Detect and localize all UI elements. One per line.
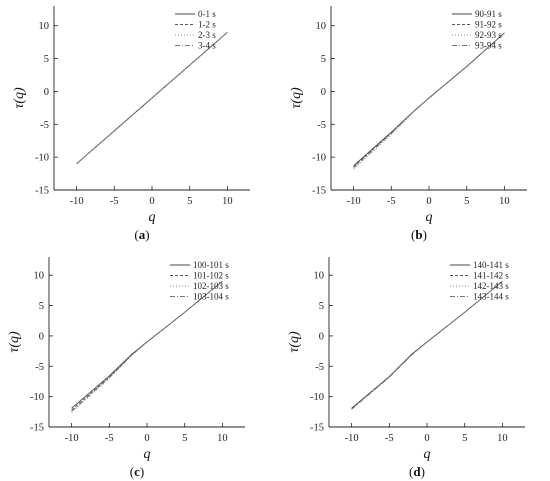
legend-label: 103-104 s [193, 292, 229, 302]
x-tick-label: -10 [345, 433, 359, 444]
x-tick-label: 0 [426, 196, 431, 207]
y-tick-label: 0 [44, 87, 49, 98]
panel-label-letter: c [134, 464, 140, 479]
x-axis-label: q [424, 447, 431, 462]
x-tick-label: 5 [187, 196, 192, 207]
panel-label-close: ) [140, 464, 144, 479]
panel-label-open: ( [134, 227, 138, 242]
y-tick-label: -5 [35, 362, 44, 373]
x-tick-label: 0 [144, 433, 149, 444]
legend-label: 140-141 s [473, 260, 509, 270]
panel-label: (b) [411, 227, 427, 242]
panel-label: (c) [130, 464, 144, 479]
legend-label: 101-102 s [193, 271, 229, 281]
y-axis-label: τ(q) [287, 331, 302, 353]
x-tick-label: -5 [385, 433, 394, 444]
legend-label: 141-142 s [473, 271, 509, 281]
y-tick-label: 0 [321, 87, 326, 98]
panel-label-close: ) [145, 227, 149, 242]
legend-label: 91-92 s [475, 20, 502, 30]
legend-label: 90-91 s [475, 9, 502, 19]
legend-label: 102-103 s [193, 281, 229, 291]
legend-label: 92-93 s [475, 30, 502, 40]
x-tick-label: -5 [110, 196, 119, 207]
y-tick-label: 5 [319, 301, 324, 312]
y-tick-label: 10 [316, 21, 327, 32]
panel-label-letter: d [413, 464, 421, 479]
y-tick-label: 0 [39, 331, 44, 342]
y-tick-label: -15 [312, 186, 326, 197]
series-line-3 [76, 31, 228, 165]
series-line-3 [351, 280, 503, 410]
y-axis-label: τ(q) [12, 87, 27, 109]
panel-label: (a) [134, 227, 149, 242]
x-axis-label: q [144, 447, 151, 462]
legend: 0-1 s1-2 s2-3 s3-4 s [175, 9, 216, 51]
y-tick-label: -10 [312, 153, 326, 164]
y-tick-label: 5 [39, 301, 44, 312]
y-tick-label: 0 [319, 331, 324, 342]
x-tick-label: 5 [182, 433, 187, 444]
y-tick-label: -5 [40, 120, 49, 131]
chart-panel-d: -15 -10 -5 0 5 10 -10 -5 0 5 10 q τ(q) 140-141 s141-1… [287, 257, 525, 479]
y-tick-label: -15 [30, 423, 44, 434]
legend-label: 0-1 s [198, 9, 216, 19]
legend-label: 2-3 s [198, 30, 216, 40]
y-axis-label: τ(q) [7, 331, 22, 353]
y-axis-label: τ(q) [289, 87, 304, 109]
x-tick-label: -10 [65, 433, 79, 444]
legend: 90-91 s91-92 s92-93 s93-94 s [452, 9, 502, 51]
y-tick-label: -5 [315, 362, 324, 373]
x-axis-label: q [149, 210, 156, 225]
panel-label-close: ) [423, 227, 427, 242]
panel-label-letter: a [139, 227, 146, 242]
panel-label-open: ( [411, 227, 415, 242]
chart-panel-c: -15 -10 -5 0 5 10 -10 -5 0 5 10 q τ(q) 100-101 s101-1… [7, 257, 245, 479]
x-tick-label: 0 [424, 433, 429, 444]
x-tick-label: -5 [105, 433, 114, 444]
legend-label: 1-2 s [198, 20, 216, 30]
y-tick-label: 10 [314, 271, 325, 282]
y-tick-label: -10 [30, 392, 44, 403]
legend-label: 3-4 s [198, 41, 216, 51]
x-axis-label: q [426, 210, 433, 225]
x-tick-label: 10 [497, 433, 508, 444]
chart-panel-a: -15 -10 -5 0 5 10 -10 -5 0 5 10 q τ(q) 0-1 s1-2 s2-3 … [12, 6, 250, 242]
y-tick-label: 10 [34, 271, 45, 282]
series-line-3 [353, 32, 505, 169]
y-tick-label: 10 [39, 21, 50, 32]
panel-label-letter: b [415, 227, 422, 242]
y-tick-label: -5 [317, 120, 326, 131]
y-tick-label: 5 [321, 54, 326, 65]
x-tick-label: -10 [347, 196, 361, 207]
x-tick-label: -5 [387, 196, 396, 207]
panel-label-open: ( [130, 464, 134, 479]
x-tick-label: 0 [149, 196, 154, 207]
panel-label-close: ) [421, 464, 425, 479]
x-tick-label: 10 [499, 196, 510, 207]
y-tick-label: -15 [310, 423, 324, 434]
panel-label-open: ( [409, 464, 413, 479]
x-tick-label: 10 [222, 196, 233, 207]
x-tick-label: 5 [462, 433, 467, 444]
series-line-3 [71, 280, 223, 412]
x-tick-label: -10 [70, 196, 84, 207]
y-tick-label: -15 [35, 186, 49, 197]
y-tick-label: -10 [310, 392, 324, 403]
x-tick-label: 5 [464, 196, 469, 207]
legend-label: 143-144 s [473, 292, 509, 302]
legend-label: 142-143 s [473, 281, 509, 291]
x-tick-label: 10 [217, 433, 228, 444]
panel-label: (d) [409, 464, 425, 479]
chart-panel-b: -15 -10 -5 0 5 10 -10 -5 0 5 10 q τ(q) 90-91 s91-92 s… [289, 6, 527, 242]
legend-label: 93-94 s [475, 41, 502, 51]
y-tick-label: 5 [44, 54, 49, 65]
y-tick-label: -10 [35, 153, 49, 164]
legend-label: 100-101 s [193, 260, 229, 270]
